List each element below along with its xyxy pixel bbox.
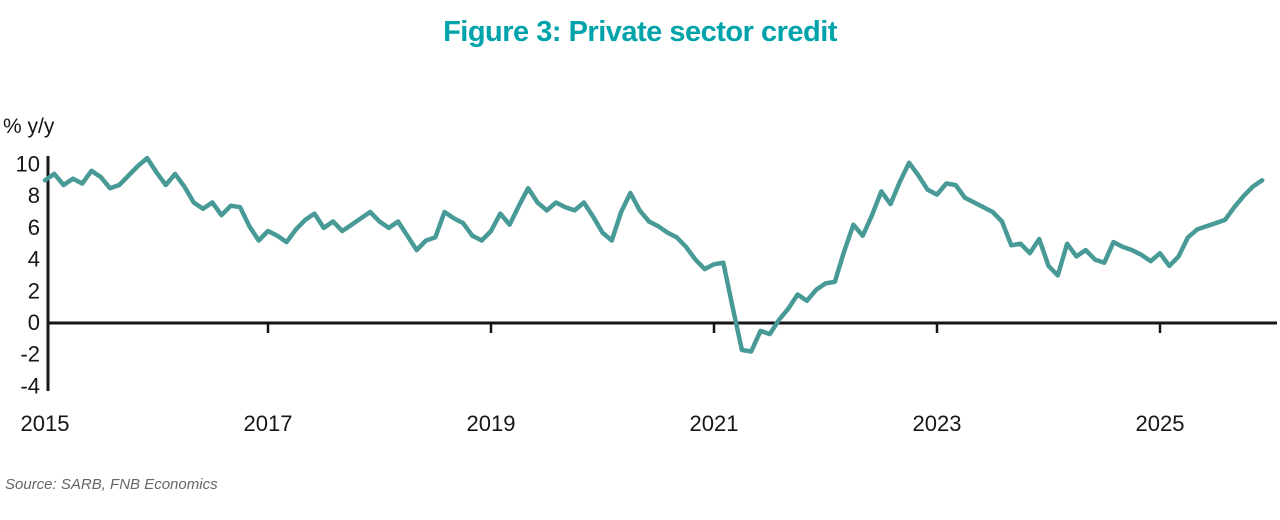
y-tick-label: -4 (20, 373, 40, 398)
x-tick-label: 2023 (913, 411, 962, 436)
x-tick-label: 2017 (244, 411, 293, 436)
y-tick-label: 10 (16, 151, 40, 176)
y-tick-label: 4 (28, 247, 40, 272)
x-tick-label: 2021 (690, 411, 739, 436)
source-note: Source: SARB, FNB Economics (5, 476, 218, 493)
y-tick-label: 0 (28, 310, 40, 335)
y-axis-unit-label: % y/y (3, 115, 55, 138)
credit-series-line (42, 155, 1265, 354)
x-tick-label: 2015 (21, 411, 70, 436)
chart-title: Figure 3: Private sector credit (443, 16, 837, 48)
y-tick-label: 6 (28, 215, 40, 240)
y-tick-label: 2 (28, 278, 40, 303)
x-tick-label: 2019 (467, 411, 516, 436)
y-tick-label: 8 (28, 183, 40, 208)
y-tick-label: -2 (20, 342, 40, 367)
x-tick-label: 2025 (1136, 411, 1185, 436)
